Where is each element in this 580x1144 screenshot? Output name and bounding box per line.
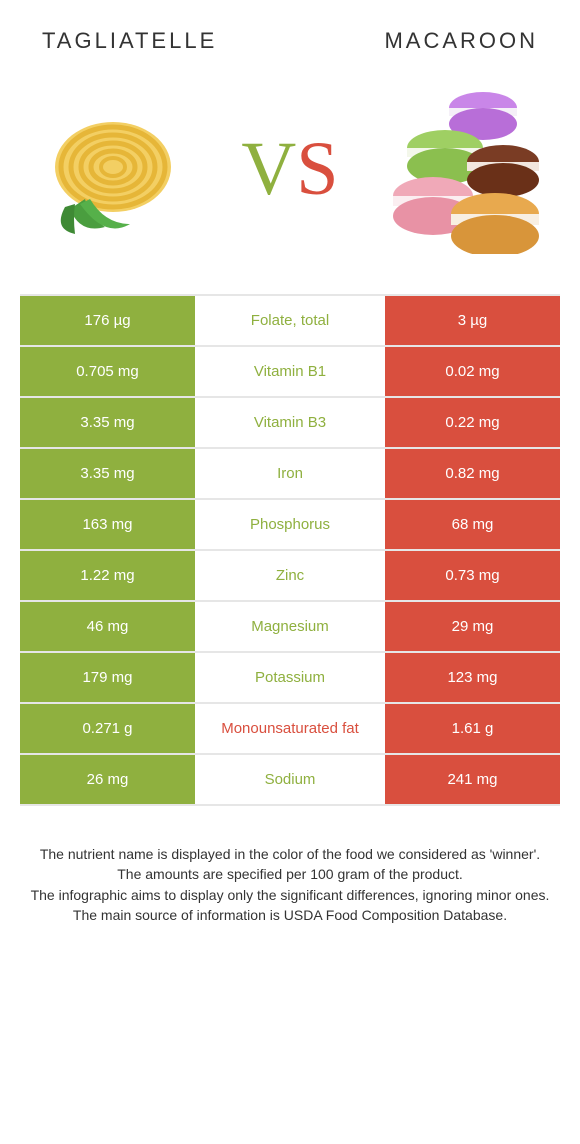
- left-value: 0.271 g: [20, 704, 195, 753]
- left-value: 176 µg: [20, 296, 195, 345]
- footer-line: The main source of information is USDA F…: [24, 905, 556, 925]
- table-row: 163 mgPhosphorus68 mg: [20, 500, 560, 551]
- right-value: 0.82 mg: [385, 449, 560, 498]
- table-row: 3.35 mgIron0.82 mg: [20, 449, 560, 500]
- left-value: 26 mg: [20, 755, 195, 804]
- right-value: 1.61 g: [385, 704, 560, 753]
- table-row: 0.271 gMonounsaturated fat1.61 g: [20, 704, 560, 755]
- right-value: 123 mg: [385, 653, 560, 702]
- nutrient-label: Zinc: [195, 551, 385, 600]
- table-row: 1.22 mgZinc0.73 mg: [20, 551, 560, 602]
- table-row: 46 mgMagnesium29 mg: [20, 602, 560, 653]
- right-value: 68 mg: [385, 500, 560, 549]
- nutrient-label: Sodium: [195, 755, 385, 804]
- right-value: 0.73 mg: [385, 551, 560, 600]
- right-value: 3 µg: [385, 296, 560, 345]
- right-food-image: [380, 84, 550, 254]
- table-row: 26 mgSodium241 mg: [20, 755, 560, 806]
- nutrient-label: Vitamin B3: [195, 398, 385, 447]
- nutrient-label: Iron: [195, 449, 385, 498]
- left-value: 179 mg: [20, 653, 195, 702]
- left-value: 1.22 mg: [20, 551, 195, 600]
- right-value: 241 mg: [385, 755, 560, 804]
- right-value: 29 mg: [385, 602, 560, 651]
- left-food-image: [30, 84, 200, 254]
- footer-line: The nutrient name is displayed in the co…: [24, 844, 556, 864]
- table-row: 176 µgFolate, total3 µg: [20, 296, 560, 347]
- left-value: 46 mg: [20, 602, 195, 651]
- nutrient-label: Folate, total: [195, 296, 385, 345]
- table-row: 179 mgPotassium123 mg: [20, 653, 560, 704]
- header: Tagliatelle Macaroon: [0, 0, 580, 64]
- left-value: 3.35 mg: [20, 449, 195, 498]
- nutrient-label: Magnesium: [195, 602, 385, 651]
- macaroon-icon: [385, 84, 545, 254]
- right-value: 0.02 mg: [385, 347, 560, 396]
- footer-text: The nutrient name is displayed in the co…: [0, 806, 580, 925]
- right-value: 0.22 mg: [385, 398, 560, 447]
- table-row: 0.705 mgVitamin B10.02 mg: [20, 347, 560, 398]
- vs-left-letter: V: [241, 127, 296, 211]
- nutrient-label: Phosphorus: [195, 500, 385, 549]
- nutrient-label: Vitamin B1: [195, 347, 385, 396]
- table-row: 3.35 mgVitamin B30.22 mg: [20, 398, 560, 449]
- left-value: 3.35 mg: [20, 398, 195, 447]
- footer-line: The infographic aims to display only the…: [24, 885, 556, 905]
- nutrient-label: Monounsaturated fat: [195, 704, 385, 753]
- footer-line: The amounts are specified per 100 gram o…: [24, 864, 556, 884]
- hero-row: VS: [0, 64, 580, 294]
- tagliatelle-icon: [35, 89, 195, 249]
- left-value: 163 mg: [20, 500, 195, 549]
- vs-label: VS: [241, 126, 338, 213]
- left-value: 0.705 mg: [20, 347, 195, 396]
- left-food-title: Tagliatelle: [42, 28, 217, 54]
- nutrient-table: 176 µgFolate, total3 µg0.705 mgVitamin B…: [20, 294, 560, 806]
- right-food-title: Macaroon: [384, 28, 538, 54]
- vs-right-letter: S: [296, 127, 338, 211]
- nutrient-label: Potassium: [195, 653, 385, 702]
